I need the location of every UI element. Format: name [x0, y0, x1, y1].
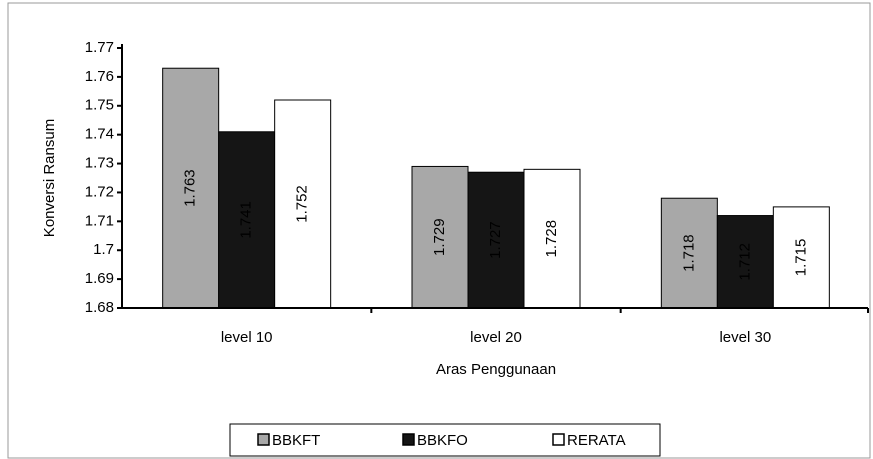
data-label: 1.715: [792, 239, 809, 277]
data-label: 1.712: [736, 243, 753, 281]
x-tick-label: level 20: [470, 329, 522, 346]
x-tick-label: level 30: [719, 329, 771, 346]
data-label: 1.741: [238, 201, 255, 239]
y-axis-label: Konversi Ransum: [41, 119, 58, 237]
legend-swatch: [552, 433, 565, 446]
y-tick-label: 1.71: [85, 212, 114, 229]
data-label: 1.728: [543, 220, 560, 258]
legend-box: [229, 423, 661, 457]
legend-label: RERATA: [567, 432, 626, 449]
legend-label: BBKFO: [417, 432, 468, 449]
data-label: 1.729: [431, 218, 448, 256]
x-tick-label: level 10: [221, 329, 273, 346]
y-tick-label: 1.74: [85, 126, 114, 143]
legend-swatch: [402, 433, 415, 446]
y-tick-label: 1.73: [85, 155, 114, 172]
bar: [523, 168, 581, 309]
legend-swatch: [257, 433, 270, 446]
bar: [772, 206, 830, 309]
bar: [411, 165, 469, 309]
y-tick-label: 1.7: [93, 241, 114, 258]
legend-label: BBKFT: [272, 432, 320, 449]
y-tick-label: 1.76: [85, 68, 114, 85]
y-tick-label: 1.77: [85, 39, 114, 56]
bar: [162, 67, 220, 309]
y-tick-label: 1.68: [85, 299, 114, 316]
bar: [274, 99, 332, 309]
y-tick-label: 1.69: [85, 270, 114, 287]
x-axis-label: Aras Penggunaan: [436, 361, 556, 378]
y-tick-label: 1.72: [85, 183, 114, 200]
data-label: 1.752: [294, 185, 311, 223]
data-label: 1.727: [487, 221, 504, 259]
frame: [7, 2, 871, 459]
data-label: 1.763: [182, 169, 199, 207]
data-label: 1.718: [680, 234, 697, 272]
y-tick-label: 1.75: [85, 97, 114, 114]
bar: [218, 131, 276, 309]
